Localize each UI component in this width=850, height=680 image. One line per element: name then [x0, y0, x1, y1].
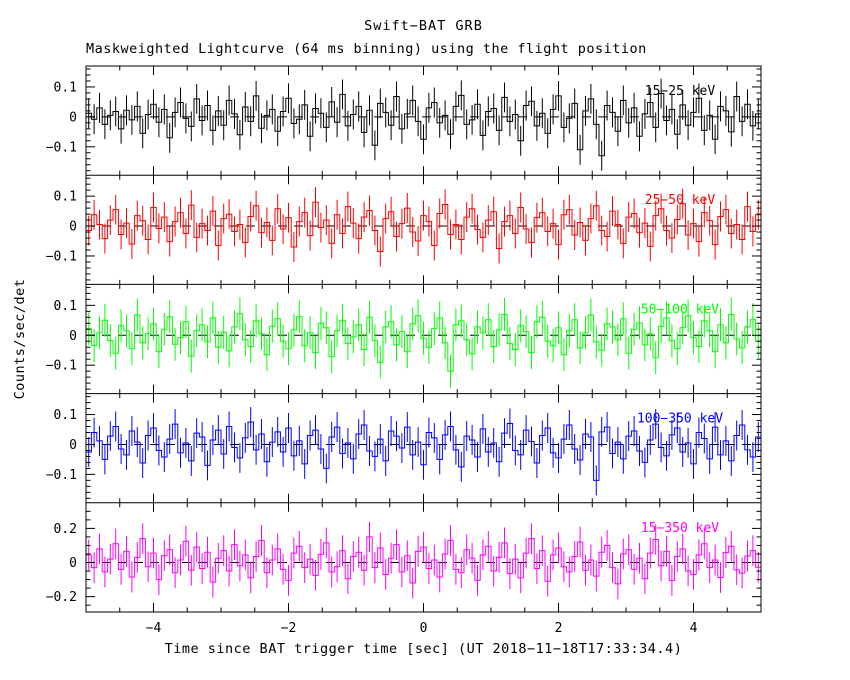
y-tick-label: −0.1 [46, 140, 77, 155]
y-tick-label: 0.1 [54, 408, 77, 423]
y-tick-label: −0.2 [46, 590, 77, 605]
y-tick-label: −0.1 [46, 249, 77, 264]
y-tick-label: 0.1 [54, 190, 77, 205]
x-tick-label: 2 [555, 621, 563, 636]
x-axis-label: Time since BAT trigger time [sec] (UT 20… [164, 641, 683, 657]
y-tick-label: 0 [69, 438, 77, 453]
x-tick-label: −2 [281, 621, 297, 636]
y-tick-label: −0.1 [46, 359, 77, 374]
y-tick-label: 0.1 [54, 80, 77, 95]
y-tick-label: 0.1 [54, 299, 77, 314]
series-errorbars-1 [88, 78, 759, 171]
series-errorbars-4 [88, 407, 759, 496]
series-errorbars-3 [88, 297, 759, 388]
y-tick-label: 0 [69, 110, 77, 125]
x-tick-label: 4 [690, 621, 698, 636]
y-axis-label: Counts/sec/det [12, 278, 28, 400]
y-tick-label: 0 [69, 220, 77, 235]
y-tick-label: −0.1 [46, 468, 77, 483]
plot-frame [85, 65, 762, 613]
series-errorbars-5 [88, 521, 759, 600]
x-tick-label: −4 [146, 621, 162, 636]
panel-label-5: 15−350 keV [641, 521, 719, 536]
panel-label-4: 100−350 keV [637, 412, 723, 427]
y-tick-label: 0 [69, 556, 77, 571]
chart-title: Swift−BAT GRB [364, 18, 483, 34]
panel-label-3: 50−100 keV [641, 302, 719, 317]
x-tick-label: 0 [420, 621, 428, 636]
panel-label-1: 15−25 keV [645, 84, 716, 99]
chart-subtitle: Maskweighted Lightcurve (64 ms binning) … [86, 41, 647, 57]
y-tick-label: 0.2 [54, 522, 77, 537]
y-tick-label: 0 [69, 329, 77, 344]
panel-label-2: 25−50 keV [645, 193, 716, 208]
series-errorbars-2 [88, 187, 759, 267]
